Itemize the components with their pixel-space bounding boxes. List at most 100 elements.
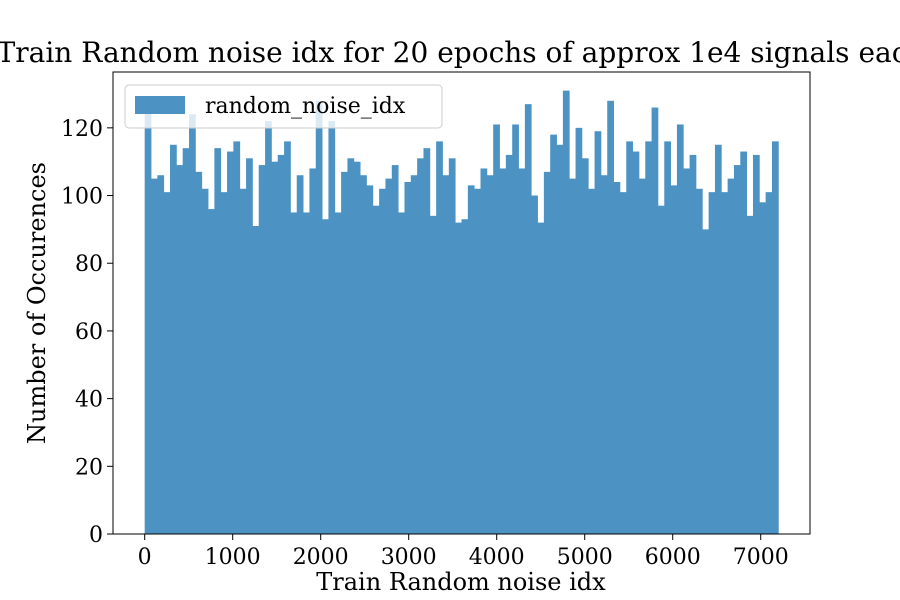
y-axis-label: Number of Occurences — [23, 162, 51, 444]
histogram-bar — [689, 154, 697, 534]
histogram-bar — [765, 192, 773, 534]
histogram-bar — [309, 168, 317, 534]
histogram-bar — [220, 192, 228, 534]
histogram-bar — [480, 168, 488, 534]
plot-frame — [112, 71, 811, 535]
histogram-bar — [626, 141, 633, 534]
histogram-bar — [531, 195, 538, 535]
histogram-bar — [543, 171, 551, 534]
histogram-bar — [727, 178, 735, 534]
histogram-bar — [581, 158, 589, 535]
histogram-bar — [417, 158, 424, 535]
histogram-bar — [252, 226, 260, 534]
y-tick-label: 40 — [75, 388, 103, 413]
histogram-bar — [265, 121, 272, 535]
histogram-bar — [651, 107, 659, 535]
histogram-bar — [201, 188, 209, 534]
histogram-bar — [284, 141, 291, 534]
histogram-bar — [676, 124, 684, 534]
histogram-bar — [518, 168, 526, 534]
histogram-bar — [372, 205, 380, 534]
histogram-bar — [664, 141, 671, 534]
histogram-bar — [721, 192, 729, 534]
histogram-bar — [575, 127, 583, 534]
histogram-bar — [759, 202, 767, 535]
histogram-bar — [151, 178, 158, 534]
histogram-bar — [436, 141, 443, 534]
histogram-bar — [227, 151, 234, 535]
x-axis-ticks: 0 1000 2000 3000 4000 5000 6000 7000 — [138, 534, 789, 570]
y-tick-label: 0 — [89, 523, 103, 548]
histogram-bar — [746, 215, 754, 534]
histogram-bar — [683, 168, 691, 534]
x-tick-label: 7000 — [733, 545, 789, 570]
histogram-bar — [277, 154, 285, 534]
y-tick-label: 60 — [75, 320, 103, 345]
histogram-bar — [455, 222, 462, 534]
histogram-bar — [600, 175, 608, 534]
histogram-bar — [182, 148, 190, 534]
histogram-bar — [176, 165, 184, 535]
x-tick-label: 0 — [138, 545, 152, 570]
histogram-bar — [271, 161, 279, 534]
histogram-bar — [239, 188, 247, 534]
histogram-bar — [322, 219, 329, 534]
histogram-bar — [524, 104, 532, 535]
histogram-bar — [398, 212, 405, 534]
histogram-bar — [157, 175, 165, 534]
histogram-bar — [562, 90, 570, 534]
histogram-bar — [290, 212, 298, 534]
histogram-bar — [556, 144, 564, 534]
histogram-bar — [258, 165, 266, 535]
histogram-bar — [379, 188, 386, 534]
histogram-bar — [486, 175, 494, 534]
histogram-bar — [334, 212, 342, 534]
legend-swatch — [135, 96, 185, 114]
histogram-bar — [588, 188, 595, 534]
histogram-bar — [670, 185, 678, 534]
histogram-bar — [461, 219, 469, 534]
histogram-bar — [607, 100, 614, 535]
histogram-bar — [708, 192, 716, 534]
histogram-bar — [695, 188, 703, 534]
histogram-bar — [657, 205, 665, 534]
histogram-bar — [771, 141, 779, 534]
histogram-bar — [714, 144, 722, 534]
x-tick-label: 5000 — [557, 545, 613, 570]
histogram-bar — [195, 171, 203, 534]
histogram-bar — [645, 141, 652, 534]
histogram-bar — [505, 154, 513, 534]
histogram-bar — [474, 188, 481, 534]
x-tick-label: 3000 — [381, 545, 437, 570]
y-tick-label: 80 — [75, 252, 103, 277]
histogram-bar — [233, 141, 241, 534]
histogram-bar — [499, 168, 507, 534]
histogram-bar — [512, 124, 519, 534]
histogram-bar — [144, 104, 152, 535]
x-tick-label: 1000 — [205, 545, 261, 570]
histogram-bar — [404, 182, 412, 534]
histogram-bar — [702, 229, 710, 534]
histogram-bar — [442, 175, 450, 534]
histogram-bar — [569, 178, 576, 534]
histogram-bar — [208, 209, 215, 535]
histogram-bar — [303, 212, 310, 534]
histogram-bar — [733, 165, 741, 535]
histogram-bar — [315, 100, 323, 535]
histogram-bar — [163, 192, 171, 534]
histogram-bar — [341, 171, 348, 534]
histogram-bar — [594, 131, 602, 534]
histogram-bar — [740, 151, 748, 535]
histogram-bar — [214, 148, 222, 534]
legend-label: random_noise_idx — [205, 94, 406, 119]
histogram-bar — [360, 175, 367, 534]
histogram-bar — [613, 182, 621, 534]
histogram-bar — [537, 222, 545, 534]
y-axis-ticks: 0 20 40 60 80 100 120 — [61, 117, 113, 548]
histogram-bar — [423, 148, 431, 534]
chart-title: Train Random noise idx for 20 epochs of … — [0, 36, 900, 69]
histogram-bar — [246, 158, 253, 535]
x-tick-label: 4000 — [469, 545, 525, 570]
histogram-bar — [752, 154, 760, 534]
